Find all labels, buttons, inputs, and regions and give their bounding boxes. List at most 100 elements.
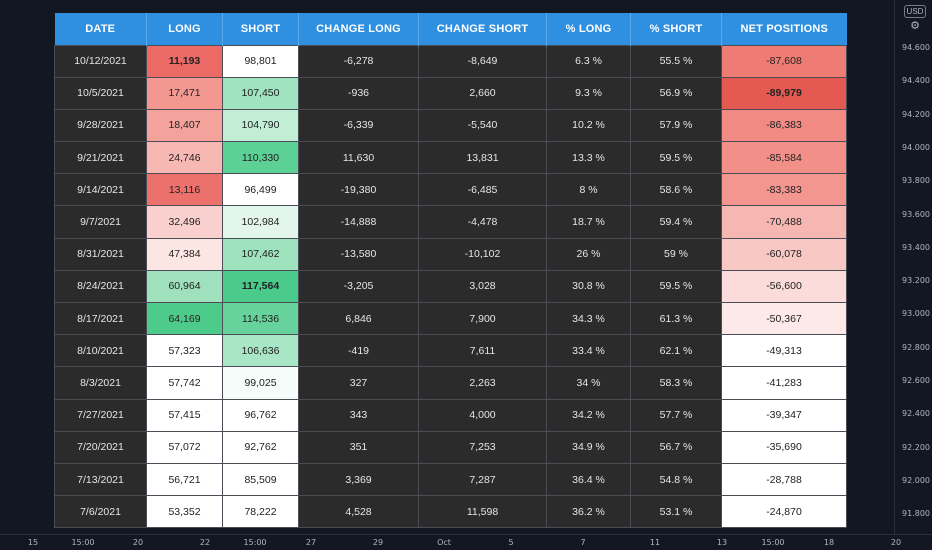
time-axis-label: 11 [649, 538, 661, 547]
cell-date: 10/5/2021 [54, 76, 147, 110]
cell-date: 9/28/2021 [54, 108, 147, 143]
cell-short: 117,564 [222, 269, 299, 304]
price-axis-label: 93.200 [902, 276, 930, 286]
cell-pct-short: 57.9 % [630, 108, 722, 143]
table-row: 10/12/2021 11,193 98,801 -6,278 -8,649 6.3 % 5… [54, 44, 847, 78]
cell-change-long: -6,278 [298, 44, 419, 78]
cell-long: 13,116 [146, 173, 223, 207]
time-axis[interactable]: 15 15:00 20 22 15:00 27 29 Oct 5 7 11 13 15:00 18 20 [0, 534, 932, 550]
cell-short: 106,636 [222, 334, 299, 368]
cell-short: 104,790 [222, 108, 299, 143]
cell-pct-short: 56.9 % [630, 76, 722, 110]
cell-date: 9/21/2021 [54, 141, 147, 175]
cell-long: 24,746 [146, 141, 223, 175]
cell-net-positions: -28,788 [721, 462, 847, 497]
time-axis-label: 7 [580, 538, 586, 547]
header-short: SHORT [222, 13, 299, 45]
cell-short: 78,222 [222, 495, 299, 529]
table-row: 9/28/2021 18,407 104,790 -6,339 -5,540 10.2 %… [54, 108, 847, 143]
cell-pct-short: 57.7 % [630, 398, 722, 432]
price-axis-label: 92.200 [902, 442, 930, 452]
cell-pct-long: 34.3 % [546, 301, 631, 336]
cell-pct-long: 26 % [546, 237, 631, 271]
time-axis-label: 18 [823, 538, 835, 547]
cell-date: 7/6/2021 [54, 495, 147, 529]
price-axis-label: 91.800 [902, 509, 930, 519]
header-pct-short: % SHORT [630, 13, 722, 45]
table-row: 8/24/2021 60,964 117,564 -3,205 3,028 30.8 % 5… [54, 269, 847, 304]
cell-long: 17,471 [146, 76, 223, 110]
cell-pct-short: 59.4 % [630, 205, 722, 239]
price-axis-label: 92.600 [902, 376, 930, 385]
cell-net-positions: -56,600 [721, 269, 847, 304]
table-row: 7/27/2021 57,415 96,762 343 4,000 34.2 % 57.7 … [54, 398, 847, 432]
cell-change-short: 7,611 [418, 334, 547, 368]
currency-button[interactable]: USD [904, 5, 926, 18]
cell-date: 8/3/2021 [54, 366, 147, 400]
cell-short: 110,330 [222, 141, 299, 175]
cell-long: 57,742 [146, 366, 223, 400]
table-row: 8/17/2021 64,169 114,536 6,846 7,900 34.3 % 61… [54, 301, 847, 336]
cell-net-positions: -41,283 [721, 366, 847, 400]
table-row: 9/14/2021 13,116 96,499 -19,380 -6,485 8 % 58.… [54, 173, 847, 207]
cell-pct-long: 34.9 % [546, 430, 631, 464]
table-header-row: DATE LONG SHORT CHANGE LONG CHANGE SHORT… [54, 13, 847, 45]
cell-change-short: -8,649 [418, 44, 547, 78]
cell-date: 9/7/2021 [54, 205, 147, 239]
cell-long: 64,169 [146, 301, 223, 336]
time-axis-label: 13 [716, 538, 728, 547]
header-net-positions: NET POSITIONS [721, 13, 847, 45]
cell-pct-short: 56.7 % [630, 430, 722, 464]
time-axis-label: 27 [305, 538, 317, 547]
cell-net-positions: -86,383 [721, 108, 847, 143]
cell-date: 10/12/2021 [54, 44, 147, 78]
cell-change-short: 3,028 [418, 269, 547, 304]
table-row: 7/13/2021 56,721 85,509 3,369 7,287 36.4 % 54.… [54, 462, 847, 497]
cell-pct-short: 59 % [630, 237, 722, 271]
chart-area[interactable]: DATE LONG SHORT CHANGE LONG CHANGE SHORT… [0, 0, 895, 534]
cell-pct-short: 53.1 % [630, 495, 722, 529]
cell-pct-long: 10.2 % [546, 108, 631, 143]
cell-change-short: 7,253 [418, 430, 547, 464]
cell-long: 57,323 [146, 334, 223, 368]
cell-pct-long: 18.7 % [546, 205, 631, 239]
cell-pct-long: 6.3 % [546, 44, 631, 78]
cell-date: 8/24/2021 [54, 269, 147, 304]
cell-short: 92,762 [222, 430, 299, 464]
cell-long: 47,384 [146, 237, 223, 271]
cell-change-short: -6,485 [418, 173, 547, 207]
header-date: DATE [54, 13, 147, 45]
cell-pct-long: 8 % [546, 173, 631, 207]
header-change-short: CHANGE SHORT [418, 13, 547, 45]
cell-pct-long: 36.2 % [546, 495, 631, 529]
cell-change-long: 3,369 [298, 462, 419, 497]
cell-long: 57,072 [146, 430, 223, 464]
header-long: LONG [146, 13, 223, 45]
cell-change-short: 7,900 [418, 301, 547, 336]
cell-pct-long: 34 % [546, 366, 631, 400]
cell-pct-short: 61.3 % [630, 301, 722, 336]
cell-net-positions: -35,690 [721, 430, 847, 464]
cell-long: 18,407 [146, 108, 223, 143]
cell-date: 7/20/2021 [54, 430, 147, 464]
price-axis[interactable] [895, 0, 932, 534]
settings-gear-icon[interactable]: ⚙ [910, 20, 920, 32]
cot-table: DATE LONG SHORT CHANGE LONG CHANGE SHORT… [54, 13, 847, 529]
cell-change-short: 7,287 [418, 462, 547, 497]
cell-pct-short: 59.5 % [630, 269, 722, 304]
table-row: 8/31/2021 47,384 107,462 -13,580 -10,102 26 %… [54, 237, 847, 271]
cell-change-long: -936 [298, 76, 419, 110]
cell-net-positions: -49,313 [721, 334, 847, 368]
price-axis-label: 94.400 [902, 76, 930, 86]
cell-change-long: -19,380 [298, 173, 419, 207]
cell-net-positions: -70,488 [721, 205, 847, 239]
time-axis-label: 15 [27, 538, 39, 547]
cell-change-long: -13,580 [298, 237, 419, 271]
price-axis-label: 94.000 [902, 142, 930, 152]
cell-date: 8/31/2021 [54, 237, 147, 271]
cell-date: 8/17/2021 [54, 301, 147, 336]
cell-long: 57,415 [146, 398, 223, 432]
cell-change-short: -10,102 [418, 237, 547, 271]
cell-pct-short: 59.5 % [630, 141, 722, 175]
cell-change-short: -4,478 [418, 205, 547, 239]
